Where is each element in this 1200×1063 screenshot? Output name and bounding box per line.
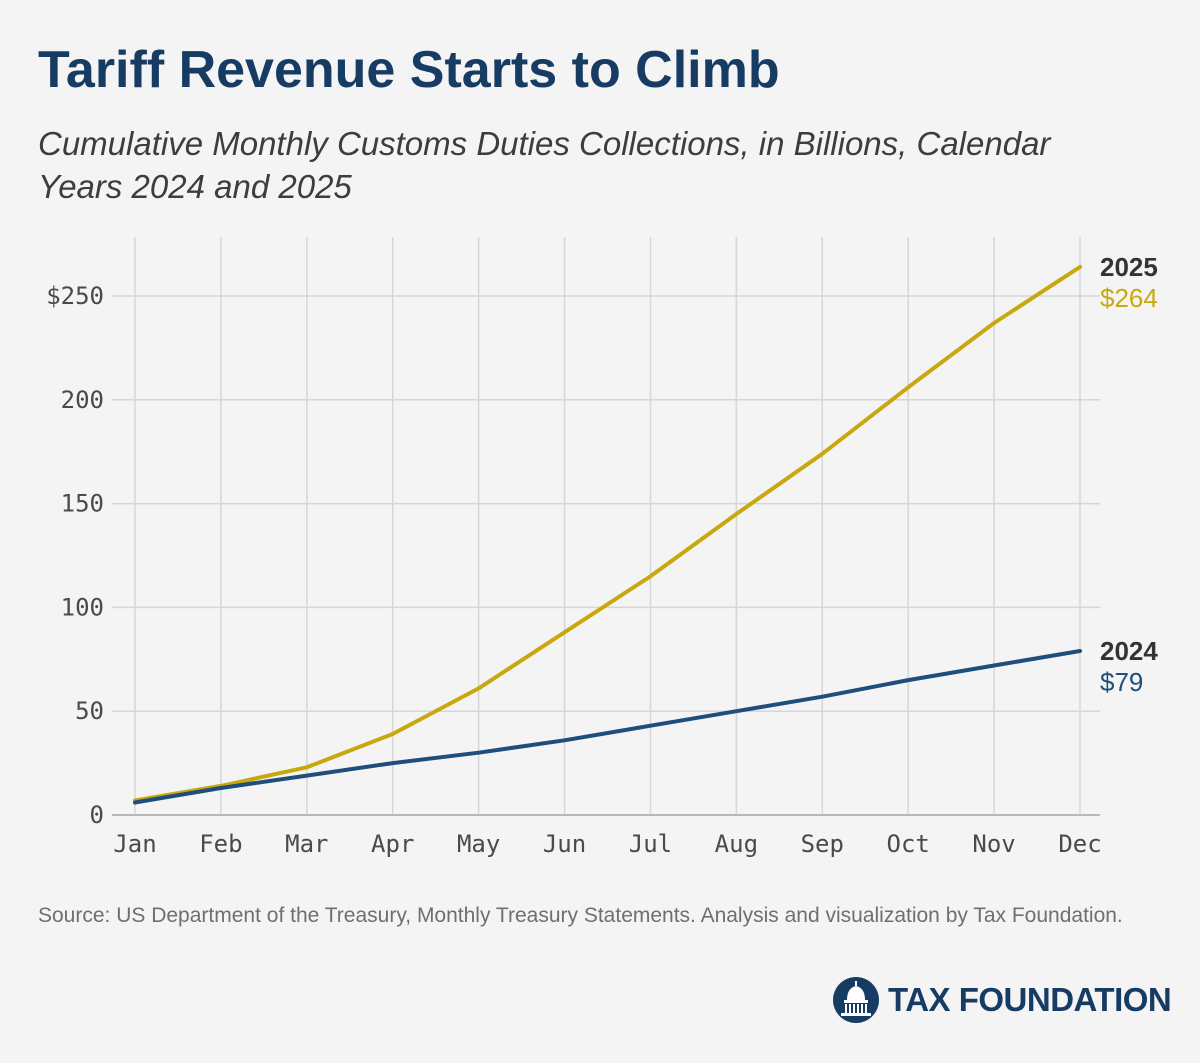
- tax-foundation-logo: TAX FOUNDATION: [832, 975, 1172, 1025]
- line-chart: Jan Feb Mar Apr May Jun Jul Aug Sep Oct Nov Dec 0 50 1…: [46, 237, 1158, 858]
- y-tick-label: 150: [61, 490, 104, 518]
- gridlines: [112, 237, 1100, 815]
- x-tick-label: Sep: [801, 830, 844, 858]
- x-tick-label: Dec: [1058, 830, 1101, 858]
- x-tick-label: Feb: [199, 830, 242, 858]
- series-line-2025: [133, 264, 1082, 803]
- capitol-dome-icon: [833, 977, 879, 1023]
- y-tick-label: $250: [46, 282, 104, 310]
- y-tick-label: 0: [90, 801, 104, 829]
- y-tick-label: 50: [75, 697, 104, 725]
- x-tick-label: Mar: [285, 830, 328, 858]
- axes: Jan Feb Mar Apr May Jun Jul Aug Sep Oct Nov Dec 0 50 1…: [46, 282, 1101, 858]
- series-end-value-2025: $264: [1100, 283, 1158, 313]
- series-label-2024: 2024: [1100, 636, 1158, 666]
- logo-text: TAX FOUNDATION: [888, 981, 1172, 1018]
- series-line-2024: [133, 649, 1082, 805]
- x-tick-label: Jun: [543, 830, 586, 858]
- y-tick-label: 100: [61, 593, 104, 621]
- y-tick-label: 200: [61, 386, 104, 414]
- x-tick-label: Oct: [887, 830, 930, 858]
- x-tick-label: Nov: [972, 830, 1015, 858]
- chart-subtitle: Cumulative Monthly Customs Duties Collec…: [38, 125, 1051, 205]
- series-end-value-2024: $79: [1100, 667, 1143, 697]
- x-tick-label: Apr: [371, 830, 414, 858]
- series-label-2025: 2025: [1100, 252, 1158, 282]
- x-tick-label: Aug: [715, 830, 758, 858]
- x-tick-label: Jul: [629, 830, 672, 858]
- x-tick-label: Jan: [113, 830, 156, 858]
- x-tick-label: May: [457, 830, 500, 858]
- chart-title: Tariff Revenue Starts to Climb: [38, 41, 780, 99]
- end-labels: 2025$264 2024$79: [1100, 252, 1158, 697]
- source-note: Source: US Department of the Treasury, M…: [38, 904, 1123, 927]
- series-lines: [133, 264, 1082, 805]
